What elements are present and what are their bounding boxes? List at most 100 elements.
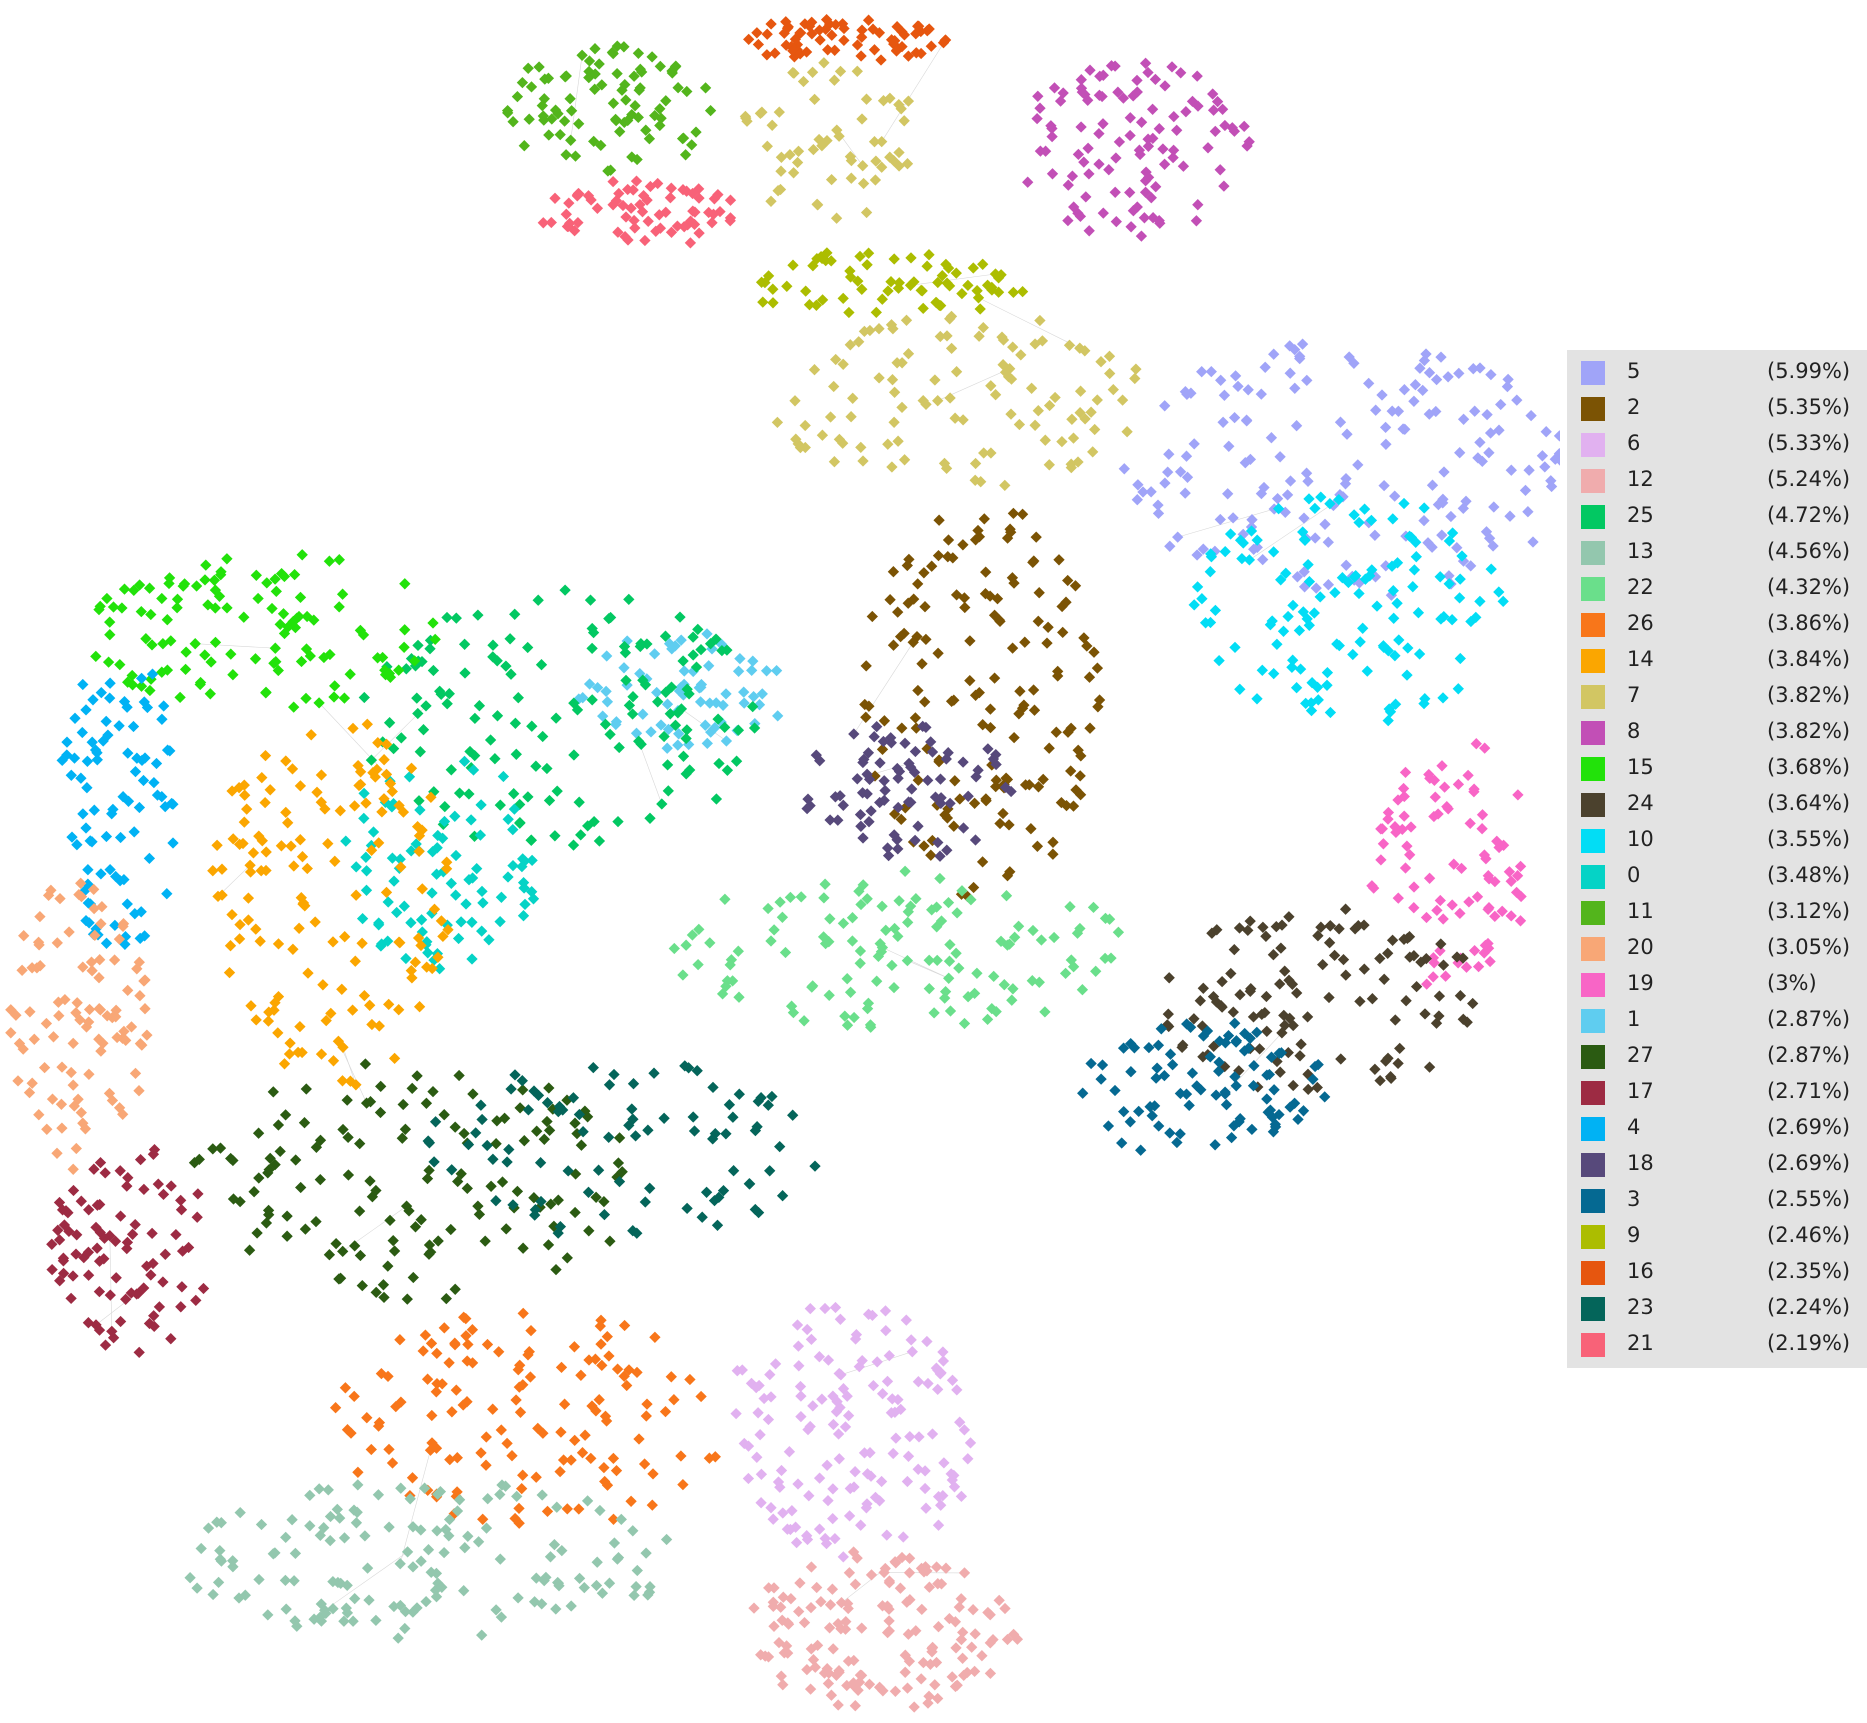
graph-node	[42, 889, 55, 902]
graph-node	[720, 688, 732, 700]
graph-node	[1489, 910, 1501, 923]
graph-node	[1142, 140, 1155, 152]
graph-node	[876, 900, 888, 912]
graph-node	[138, 930, 151, 942]
graph-node	[1282, 610, 1294, 623]
graph-node	[453, 787, 466, 799]
cluster-legend: 5 (5.99%) 2 (5.35%) 6 (5.33%) 12 (5.24%) 25 (4.72…	[1567, 350, 1867, 1368]
graph-node	[1168, 110, 1180, 123]
graph-node	[501, 1156, 513, 1168]
graph-node	[65, 1066, 77, 1079]
graph-node	[411, 692, 423, 704]
graph-node	[1110, 152, 1122, 164]
graph-node	[1043, 459, 1055, 471]
graph-node	[1377, 838, 1390, 850]
graph-node	[933, 299, 946, 312]
graph-node	[860, 93, 873, 105]
graph-node	[197, 1282, 210, 1295]
graph-node	[600, 1415, 613, 1427]
graph-node	[182, 1241, 195, 1254]
legend-percentage: (2.55%)	[1767, 1187, 1851, 1211]
graph-node	[111, 1031, 123, 1044]
graph-node	[125, 1021, 138, 1033]
graph-node	[762, 1413, 775, 1426]
graph-node	[1257, 921, 1269, 933]
graph-node	[1039, 145, 1052, 157]
graph-node	[924, 1658, 937, 1670]
graph-node	[1464, 817, 1476, 830]
graph-node	[490, 1138, 502, 1150]
graph-node	[1157, 143, 1169, 155]
graph-node	[818, 892, 830, 904]
graph-node	[932, 1364, 944, 1376]
graph-node	[272, 938, 285, 950]
graph-node	[1251, 1026, 1263, 1039]
graph-node	[1217, 416, 1229, 428]
graph-node	[340, 835, 352, 847]
graph-node	[938, 1457, 950, 1469]
graph-node	[586, 1400, 598, 1412]
graph-node	[977, 258, 989, 270]
graph-node	[1408, 950, 1420, 962]
graph-node	[1109, 186, 1121, 198]
graph-node	[594, 1320, 606, 1332]
graph-node	[591, 681, 604, 694]
graph-node	[146, 1227, 158, 1240]
graph-node	[126, 1228, 139, 1240]
graph-node	[360, 1097, 373, 1109]
graph-node	[1245, 525, 1258, 537]
graph-node	[681, 683, 693, 695]
graph-node	[886, 374, 899, 386]
graph-node	[1103, 913, 1116, 925]
graph-node	[764, 1368, 776, 1381]
graph-node	[1127, 205, 1140, 217]
graph-node	[1322, 536, 1334, 548]
graph-node	[999, 781, 1012, 794]
graph-node	[463, 788, 475, 800]
graph-node	[565, 1600, 577, 1612]
graph-node	[902, 1450, 915, 1462]
graph-node	[1219, 119, 1231, 132]
graph-node	[401, 1546, 414, 1558]
graph-node	[490, 1195, 502, 1207]
graph-node	[376, 806, 388, 818]
graph-node	[502, 871, 514, 883]
graph-node	[536, 1489, 548, 1501]
legend-swatch	[1581, 469, 1605, 493]
graph-node	[1354, 995, 1366, 1008]
legend-percentage: (2.69%)	[1767, 1115, 1851, 1139]
legend-cluster-id: 17	[1627, 1079, 1654, 1103]
graph-node	[530, 1471, 542, 1483]
graph-node	[449, 1337, 461, 1349]
graph-node	[603, 1577, 616, 1589]
graph-node	[270, 656, 282, 668]
graph-node	[133, 1085, 145, 1097]
graph-node	[354, 766, 367, 778]
graph-node	[883, 1615, 895, 1627]
graph-node	[1243, 136, 1255, 148]
graph-node	[909, 834, 921, 847]
graph-node	[1247, 1011, 1260, 1023]
graph-node	[878, 1566, 890, 1579]
graph-node	[724, 212, 737, 224]
legend-cluster-id: 12	[1627, 467, 1654, 491]
graph-node	[784, 891, 797, 904]
graph-node	[846, 912, 859, 924]
graph-node	[315, 1048, 328, 1060]
graph-node	[630, 727, 643, 739]
graph-node	[805, 1333, 818, 1346]
graph-node	[93, 1033, 105, 1045]
graph-node	[1261, 1093, 1273, 1105]
graph-node	[1274, 451, 1286, 463]
graph-node	[905, 252, 917, 264]
graph-node	[443, 1530, 455, 1542]
graph-node	[829, 44, 841, 56]
graph-node	[560, 208, 572, 220]
graph-node	[630, 175, 643, 187]
graph-node	[1515, 890, 1527, 903]
graph-node	[34, 960, 46, 972]
graph-node	[972, 524, 984, 537]
graph-node	[518, 140, 530, 152]
graph-node	[706, 217, 718, 229]
graph-node	[599, 1475, 611, 1488]
